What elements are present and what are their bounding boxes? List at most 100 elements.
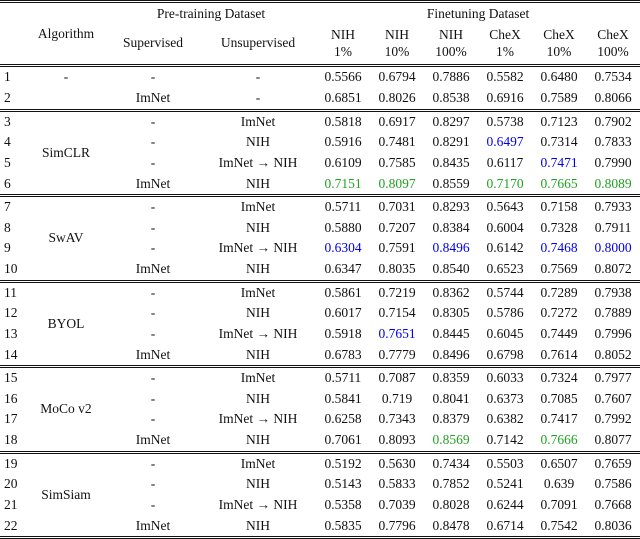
metric-value: 0.5241 — [486, 476, 524, 492]
metric-value: 0.8445 — [432, 325, 470, 341]
metric-value: 0.7272 — [540, 305, 578, 321]
metric-value: 0.7586 — [594, 476, 632, 492]
metric-value: 0.7031 — [370, 194, 424, 218]
table-row: 11 BYOL - ImNet 0.5861 0.7219 0.8362 0.5744 0.72… — [0, 279, 640, 367]
metric-value: 0.8052 — [594, 346, 632, 362]
metric-value: 0.5582 — [478, 64, 532, 88]
metric-value: 0.8077 — [594, 432, 632, 447]
metric-value: 0.7481 — [378, 134, 416, 150]
table-row: 9 - ImNet → NIH 0.6304 0.7591 0.8496 0.6142 0.7… — [0, 238, 640, 259]
metric-value: 0.7534 — [586, 64, 640, 88]
supervised-dataset: - — [150, 240, 156, 256]
metric-value: 0.7219 — [370, 279, 424, 304]
row-number: 20 — [4, 476, 18, 492]
metric-value: 0.8305 — [432, 305, 470, 321]
row-number: 9 — [4, 240, 11, 256]
metric-value: 0.5861 — [316, 279, 370, 304]
metric-value: 0.7990 — [594, 154, 632, 170]
supervised-dataset: ImNet — [135, 175, 171, 191]
metric-value: 0.7665 — [540, 175, 578, 191]
metric-value: 0.7852 — [432, 476, 470, 492]
unsupervised-dataset: ImNet — [200, 279, 316, 304]
supervised-dataset: - — [150, 496, 156, 512]
col-group-pretraining: Pre-training Dataset — [156, 6, 266, 21]
metric-value: 0.5918 — [324, 325, 362, 341]
metric-value: 0.6142 — [486, 240, 524, 256]
metric-value: 0.7170 — [486, 175, 524, 191]
table-row: 2 ImNet - 0.6851 0.8026 0.8538 0.6916 0.7589 0.8… — [0, 88, 640, 110]
metric-value: 0.6045 — [486, 325, 524, 341]
metric-value: 0.6373 — [486, 390, 524, 406]
unsupervised-dataset: ImNet → NIH — [218, 411, 298, 427]
metric-value: 0.6109 — [324, 154, 362, 170]
metric-value: 0.7087 — [370, 365, 424, 389]
metric-value: 0.7886 — [424, 64, 478, 88]
row-number: 10 — [4, 261, 18, 276]
row-number: 2 — [4, 90, 11, 105]
metric-value: 0.639 — [543, 476, 575, 492]
metric-value: 0.7154 — [378, 305, 416, 321]
unsupervised-dataset: ImNet — [200, 365, 316, 389]
algorithm-name: MoCo v2 — [26, 365, 106, 453]
metric-value: 0.6033 — [478, 365, 532, 389]
table-row: 16 - NIH 0.5841 0.719 0.8041 0.6373 0.7085 0.760… — [0, 389, 640, 410]
metric-value: 0.8026 — [378, 90, 416, 105]
metric-value: 0.5744 — [478, 279, 532, 304]
col-header-chex-10pct: CheX 10% — [532, 24, 586, 68]
metric-value: 0.7977 — [586, 365, 640, 389]
metric-value: 0.6382 — [486, 411, 524, 427]
metric-value: 0.7585 — [378, 154, 416, 170]
algorithm-name: - — [26, 64, 106, 88]
metric-value: 0.8041 — [432, 390, 470, 406]
row-number: 15 — [0, 365, 26, 389]
table-row: 17 - ImNet → NIH 0.6258 0.7343 0.8379 0.6382 0.… — [0, 409, 640, 430]
metric-value: 0.8435 — [432, 154, 470, 170]
col-header-algorithm: Algorithm — [37, 25, 95, 41]
metric-value: 0.6523 — [486, 261, 524, 276]
row-number: 11 — [0, 279, 26, 304]
algorithm-name: BYOL — [26, 279, 106, 367]
header-row-groups: Algorithm Pre-training Dataset Finetunin… — [0, 2, 640, 41]
metric-value: 0.6798 — [486, 346, 524, 362]
table-row: 3 SimCLR - ImNet 0.5818 0.6917 0.8297 0.5738 0.7… — [0, 108, 640, 196]
metric-value: 0.8540 — [432, 261, 470, 276]
metric-value: 0.8072 — [594, 261, 632, 276]
unsupervised-dataset: NIH — [246, 476, 270, 492]
table-row: 19 SimSiam - ImNet 0.5192 0.5630 0.7434 0.5503 0… — [0, 450, 640, 538]
metric-value: 0.719 — [381, 390, 413, 406]
table-row: 4 - NIH 0.5916 0.7481 0.8291 0.6497 0.7314 0.783… — [0, 132, 640, 153]
supervised-dataset: - — [150, 476, 156, 492]
row-number: 1 — [0, 64, 26, 88]
metric-value: 0.7996 — [594, 325, 632, 341]
metric-value: 0.7666 — [540, 432, 578, 447]
table-row: 20 - NIH 0.5143 0.5833 0.7852 0.5241 0.639 0.758… — [0, 474, 640, 495]
metric-value: 0.6117 — [486, 154, 524, 170]
metric-value: 0.7434 — [424, 450, 478, 475]
col-group-finetuning: Finetuning Dataset — [426, 6, 530, 21]
metric-value: 0.5711 — [316, 194, 370, 218]
metric-value: 0.5835 — [324, 517, 362, 533]
col-header-chex-1pct: CheX 1% — [478, 24, 532, 68]
supervised-dataset: - — [106, 194, 200, 218]
table-row: 13 - ImNet → NIH 0.5918 0.7651 0.8445 0.6045 0.… — [0, 324, 640, 345]
metric-value: 0.5711 — [316, 365, 370, 389]
metric-value: 0.5833 — [378, 476, 416, 492]
algorithm-name — [26, 88, 106, 110]
unsupervised-dataset: ImNet — [200, 194, 316, 218]
metric-value: 0.6916 — [486, 90, 524, 105]
metric-value: 0.7091 — [540, 496, 578, 512]
table-row: 14 ImNet NIH 0.6783 0.7779 0.8496 0.6798 0.7614… — [0, 345, 640, 367]
metric-value: 0.6917 — [370, 108, 424, 133]
metric-value: 0.7158 — [532, 194, 586, 218]
metric-value: 0.5738 — [478, 108, 532, 133]
metric-value: 0.7417 — [540, 411, 578, 427]
unsupervised-dataset: ImNet → NIH — [218, 240, 298, 256]
metric-value: 0.6004 — [486, 219, 524, 235]
metric-value: 0.7542 — [540, 517, 578, 533]
metric-value: 0.7343 — [378, 411, 416, 427]
metric-value: 0.5841 — [324, 390, 362, 406]
algorithm-name: SwAV — [26, 194, 106, 282]
table-row: 12 - NIH 0.6017 0.7154 0.8305 0.5786 0.7272 0.78… — [0, 303, 640, 324]
row-number: 21 — [4, 496, 18, 512]
